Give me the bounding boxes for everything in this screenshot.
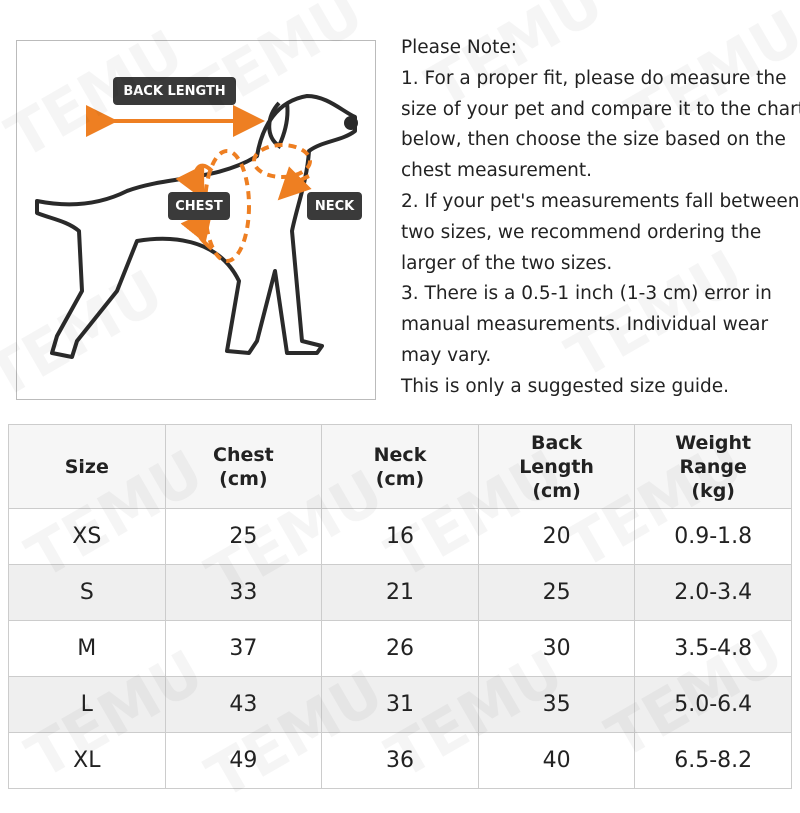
- note-line: 3. There is a 0.5-1 inch (1-3 cm) error …: [401, 283, 772, 305]
- chest-arrow: [175, 163, 214, 201]
- header-line: Back: [530, 431, 583, 454]
- table-cell: 6.5-8.2: [634, 732, 792, 789]
- neck-label: NECK: [307, 192, 362, 220]
- table-cell: 20: [477, 508, 636, 565]
- header-line: (cm): [532, 479, 581, 502]
- table-cell: 43: [164, 676, 323, 733]
- table-cell: 0.9-1.8: [634, 508, 792, 565]
- neck-arrow: [277, 166, 312, 201]
- back-length-label: BACK LENGTH: [113, 77, 236, 105]
- table-cell: 36: [321, 732, 479, 789]
- note-line: Please Note:: [401, 37, 517, 58]
- table-row: XS 25 16 20 0.9-1.8: [8, 508, 792, 565]
- header-line: (kg): [691, 479, 735, 502]
- chest-arrow: [180, 208, 214, 251]
- neck-loop: [252, 143, 312, 179]
- notes: Please Note: 1. For a proper fit, please …: [401, 33, 800, 403]
- header-row: Size Chest (cm) Neck (cm) Back Length (cm) Weigh…: [8, 424, 792, 509]
- header-cell: Weight Range (kg): [634, 424, 792, 509]
- note-line: chest measurement.: [401, 160, 592, 182]
- table-cell: 49: [164, 732, 323, 789]
- note-line: size of your pet and compare it to the c…: [401, 98, 800, 120]
- table-cell: 25: [477, 564, 636, 621]
- table-cell: M: [8, 620, 166, 677]
- table-cell: 5.0-6.4: [634, 676, 792, 733]
- table-cell: 35: [477, 676, 636, 733]
- table-cell: XS: [8, 508, 166, 565]
- header-line: (cm): [219, 467, 268, 490]
- table-row: M 37 26 30 3.5-4.8: [8, 620, 792, 677]
- table-cell: 25: [164, 508, 323, 565]
- table-row: L 43 31 35 5.0-6.4: [8, 676, 792, 733]
- header-line: Range: [679, 455, 747, 478]
- table-cell: 37: [164, 620, 323, 677]
- note-line: two sizes, we recommend ordering the: [401, 221, 762, 243]
- note-line: below, then choose the size based on the: [401, 129, 786, 151]
- table-cell: S: [8, 564, 166, 621]
- table-cell: 3.5-4.8: [634, 620, 792, 677]
- dog-outline: [35, 94, 357, 359]
- note-line: larger of the two sizes.: [401, 252, 613, 274]
- table-row: S 33 21 25 2.0-3.4: [8, 564, 792, 621]
- table-cell: 16: [321, 508, 479, 565]
- table-cell: 31: [321, 676, 479, 733]
- table-cell: 33: [164, 564, 323, 621]
- table-cell: 30: [477, 620, 636, 677]
- note-line: This is only a suggested size guide.: [401, 375, 730, 397]
- header-cell: Back Length (cm): [477, 424, 636, 509]
- header-line: Size: [64, 455, 109, 478]
- chest-label: CHEST: [168, 192, 230, 220]
- table-cell: XL: [8, 732, 166, 789]
- table-cell: 40: [477, 732, 636, 789]
- header-cell: Neck (cm): [321, 424, 479, 509]
- note-line: may vary.: [401, 344, 492, 366]
- table-row: XL 49 36 40 6.5-8.2: [8, 732, 792, 789]
- note-line: 2. If your pet's measurements fall betwe…: [401, 190, 800, 212]
- table-cell: 26: [321, 620, 479, 677]
- table-cell: L: [8, 676, 166, 733]
- table-cell: 21: [321, 564, 479, 621]
- header-cell: Chest (cm): [164, 424, 323, 509]
- header-cell: Size: [8, 424, 166, 509]
- size-table: Size Chest (cm) Neck (cm) Back Length (cm) Weigh…: [8, 424, 792, 789]
- note-line: manual measurements. Individual wear: [401, 314, 769, 336]
- header-line: Weight: [675, 431, 752, 454]
- nose: [344, 116, 358, 130]
- header-line: Chest: [213, 443, 274, 466]
- header-line: Length: [519, 455, 594, 478]
- header-line: (cm): [375, 467, 425, 490]
- note-line: 1. For a proper fit, please do measure t…: [401, 67, 787, 89]
- table-cell: 2.0-3.4: [634, 564, 792, 621]
- header-line: Neck: [373, 443, 427, 466]
